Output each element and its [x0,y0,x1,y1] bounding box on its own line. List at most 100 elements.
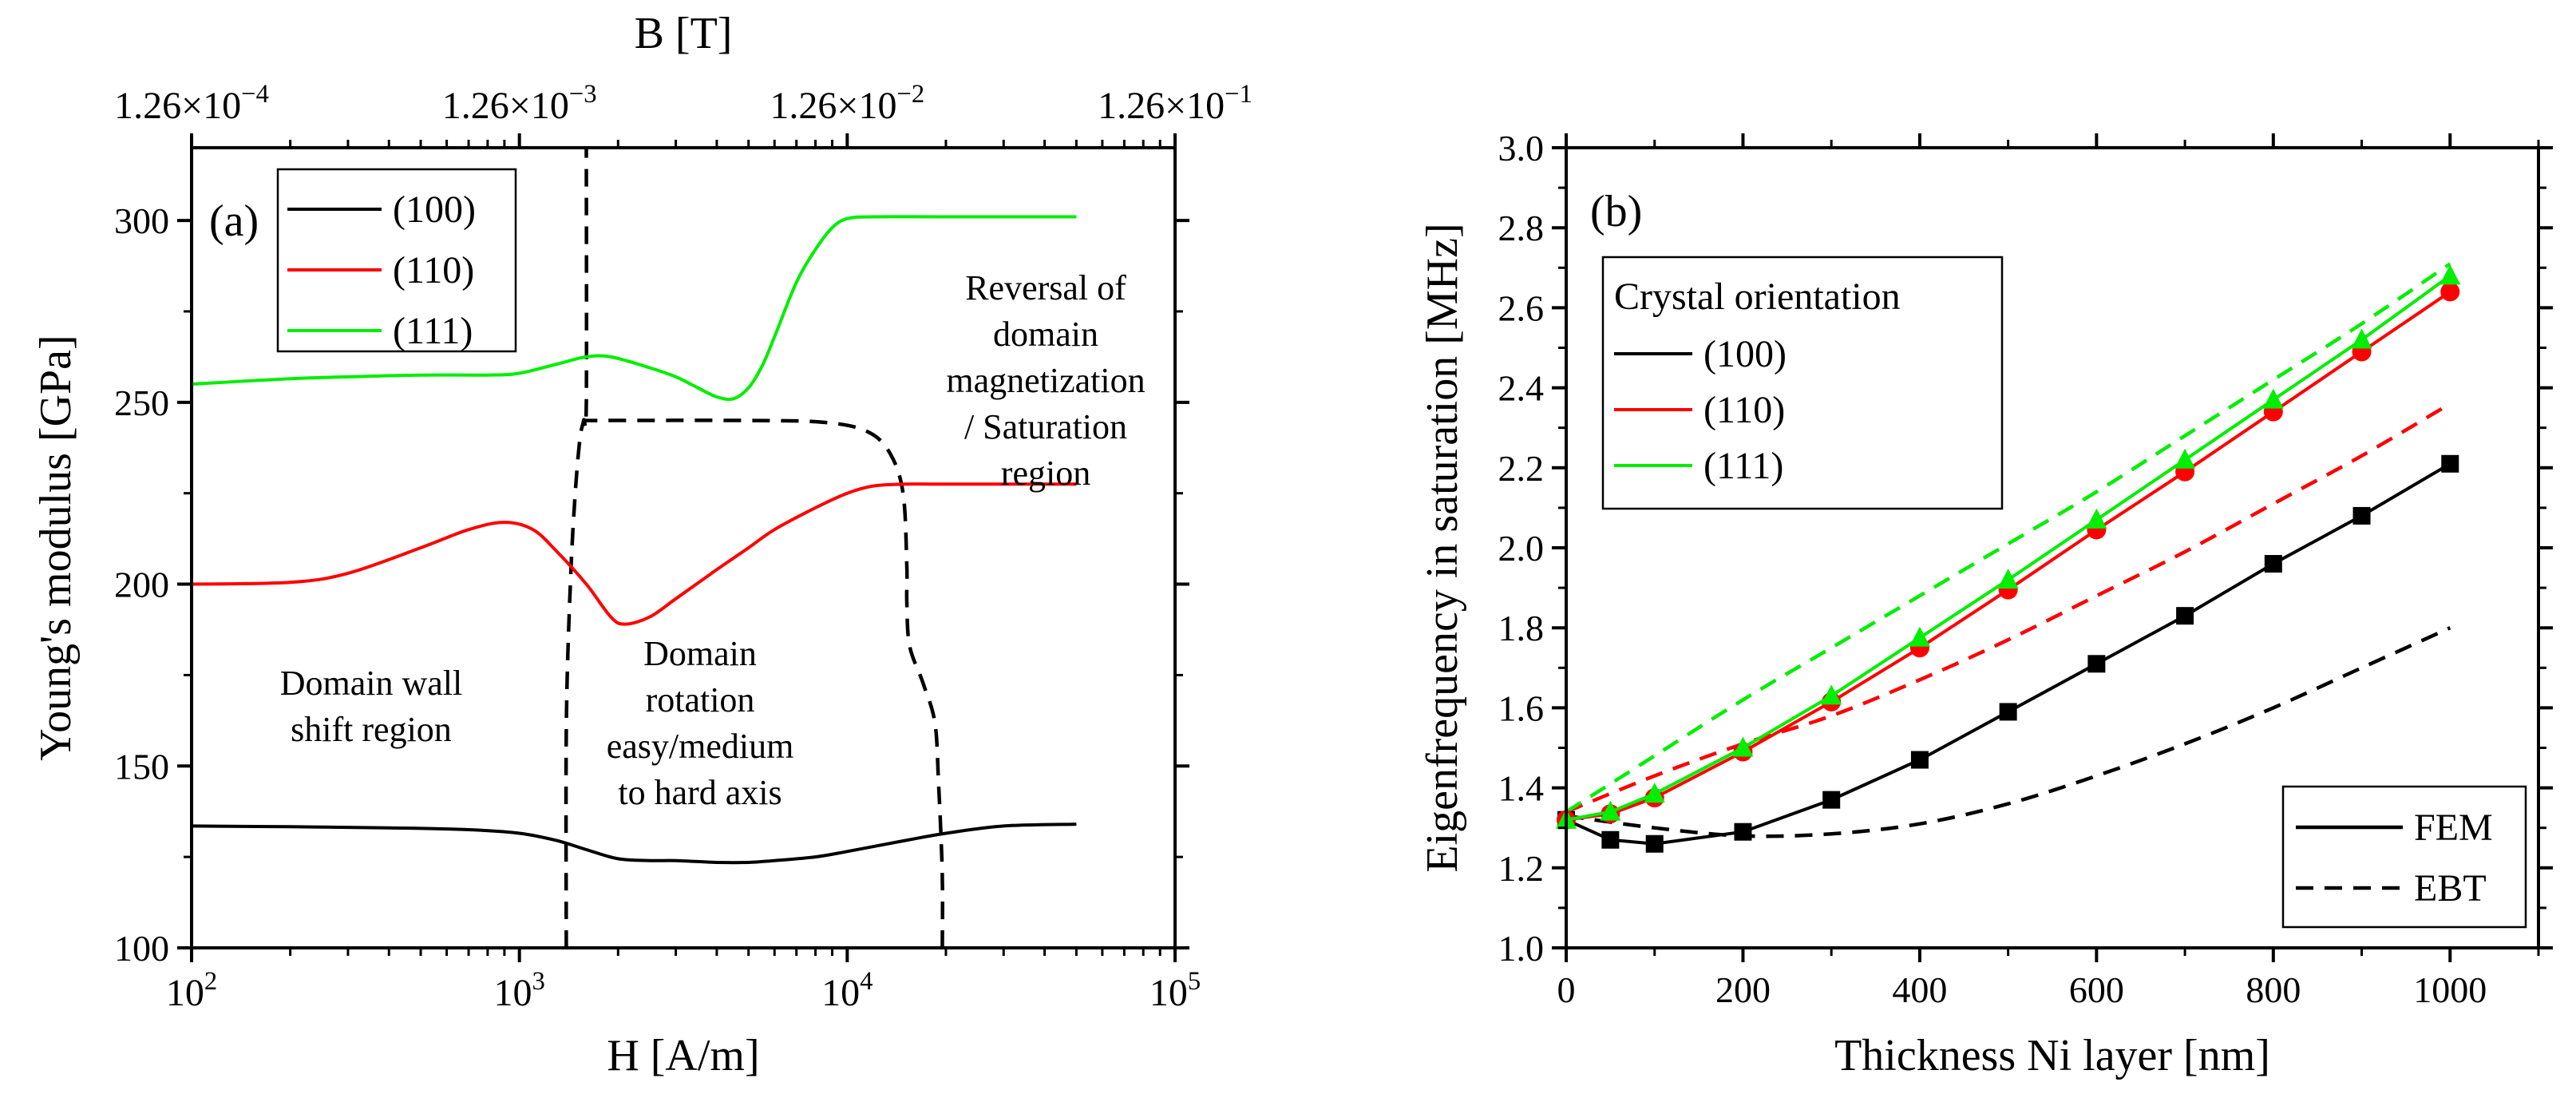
ebt-line-110 [1565,402,2451,814]
region-annotation: Domain wall shift region [280,664,463,749]
region-boundary-line [564,147,589,949]
annotation-line: shift region [291,710,452,749]
x-tick-label-base: 10 [1150,972,1188,1014]
panel-a-legend: (100) (110) (111) [276,168,517,353]
top-tick-label-base: 1.26×10 [1098,85,1225,127]
data-point-square [1999,703,2017,721]
method-legend-label: EBT [2414,867,2487,910]
top-tick-label-base: 1.26×10 [442,85,569,127]
data-point-triangle [2262,388,2284,409]
fem-line-111 [1565,274,2451,822]
panel-b-plot-area [1556,262,2461,853]
data-point-triangle [1997,569,2019,589]
panel-a-annotations: Domain wall shift region Domain rotation eas… [280,268,1146,812]
top-tick-label-exponent: −4 [241,80,269,109]
data-point-square [2441,454,2459,473]
series-line-111 [191,215,1077,402]
top-tick-label-exponent: −2 [897,80,925,109]
data-point-triangle [2174,448,2196,469]
data-point-square [2176,607,2194,625]
region-annotation: Domain rotation easy/medium to hard axis [607,634,794,812]
ebt-line-111 [1565,262,2451,814]
legend-label: (111) [1703,445,1783,487]
y-tick-label: 250 [114,383,169,423]
data-point-square [1734,822,1752,841]
annotation-line: easy/medium [607,727,794,766]
data-point-triangle [1821,684,1842,705]
panel-b-x-axis-label: Thickness Ni layer [nm] [1834,1031,2270,1080]
annotation-line: Domain wall [280,664,463,703]
data-point-square [2087,655,2106,673]
y-tick-label: 300 [114,200,169,241]
top-tick-label: 1.26×10−2 [770,80,924,127]
region-annotation: Reversal of domain magnetization / Saturati… [946,268,1145,493]
y-tick-label: 1.8 [1498,608,1545,648]
method-legend-label: FEM [2414,807,2493,849]
y-tick-label: 2.6 [1498,287,1545,328]
x-tick-label: 1000 [2413,969,2487,1010]
panel-b-legend-title: Crystal orientation [1614,275,1901,318]
legend-label: (111) [393,310,473,352]
annotation-line: domain [993,315,1098,354]
x-tick-label: 800 [2246,969,2301,1010]
data-point-square [1822,791,1841,809]
panel-b-y-axis-label: Eigenfrequency in saturation [MHz] [1418,223,1467,872]
x-tick-label-exponent: 3 [532,967,545,996]
series-line-100 [191,822,1077,865]
panel-b: 0 200 400 600 800 1000 1.0 1.2 1.4 1.6 1.8 2.0 2.2 2.… [1418,128,2553,1080]
data-point-square [1601,830,1620,849]
panel-a-x-axis-label: H [A/m] [607,1031,759,1080]
x-tick-label-base: 10 [166,972,204,1014]
y-tick-label: 2.8 [1498,208,1545,248]
top-tick-label: 1.26×10−4 [114,80,269,127]
annotation-line: to hard axis [618,773,782,812]
panel-a-plot-area [191,147,1077,949]
x-tick-label: 105 [1150,967,1201,1014]
x-tick-label: 103 [494,967,545,1014]
y-tick-label: 1.6 [1498,688,1545,728]
legend-label: (110) [1703,389,1785,431]
x-tick-label-exponent: 5 [1188,967,1201,996]
y-tick-label: 2.0 [1498,528,1545,569]
y-tick-label: 2.2 [1498,448,1545,489]
annotation-line: Reversal of [965,268,1126,307]
annotation-line: magnetization [946,361,1145,400]
annotation-line: / Saturation [964,407,1127,446]
legend-label: (110) [393,249,474,291]
annotation-line: region [1001,454,1090,493]
x-tick-label-base: 10 [494,972,532,1014]
panel-b-label: (b) [1590,187,1642,236]
y-tick-label: 2.4 [1498,368,1545,409]
annotation-line: rotation [646,680,755,719]
x-tick-label: 0 [1557,969,1576,1010]
data-point-triangle [2439,264,2461,285]
y-tick-label: 200 [114,565,169,605]
x-tick-label: 104 [821,967,873,1014]
data-point-square [2352,506,2371,525]
x-tick-label-exponent: 4 [860,967,873,996]
top-tick-label: 1.26×10−3 [442,80,597,127]
data-point-triangle [1600,800,1621,821]
data-point-triangle [1732,736,1754,757]
x-tick-label-base: 10 [821,972,860,1014]
panel-b-axes: 0 200 400 600 800 1000 1.0 1.2 1.4 1.6 1.8 2.0 2.2 2.… [1498,128,2553,1010]
y-tick-label: 150 [114,746,169,787]
legend-label: (100) [393,188,476,231]
y-tick-label: 1.0 [1498,928,1545,969]
top-tick-label-exponent: −3 [569,80,597,109]
x-tick-label: 600 [2069,969,2124,1010]
annotation-line: Domain [643,634,757,673]
data-point-circle [2440,282,2460,302]
top-tick-label-exponent: −1 [1225,80,1252,109]
x-tick-label: 400 [1892,969,1947,1010]
series-line-110 [191,482,1077,626]
data-point-triangle [2086,508,2107,529]
data-point-square [1645,834,1664,853]
panel-a-y-axis-label: Young's modulus [GPa] [31,335,81,760]
data-point-square [1910,751,1929,769]
y-tick-label: 100 [114,928,169,969]
data-point-triangle [1644,783,1665,803]
